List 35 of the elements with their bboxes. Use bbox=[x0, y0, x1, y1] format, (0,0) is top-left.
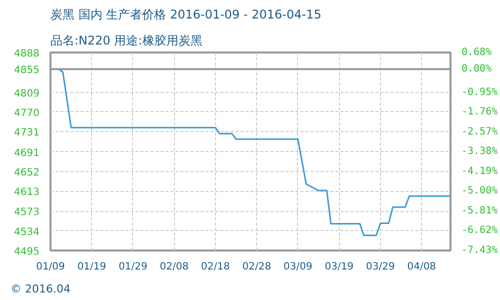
x-tick-label: 02/28 bbox=[242, 262, 272, 272]
chart-subtitle: 品名:N220 用途:橡胶用炭黑 bbox=[50, 34, 202, 48]
ref-line-label: 4855 bbox=[14, 65, 40, 76]
x-tick-label: 01/19 bbox=[77, 262, 106, 272]
y2-tick-label: 0.68% bbox=[462, 47, 492, 58]
y2-tick-label: -7.43% bbox=[462, 245, 498, 256]
x-tick-label: 02/18 bbox=[201, 262, 230, 272]
x-tick-label: 03/09 bbox=[284, 262, 312, 272]
y-tick-label: 4534 bbox=[14, 226, 40, 238]
x-tick-label: 03/19 bbox=[324, 262, 354, 272]
y2-tick-label: -2.57% bbox=[462, 126, 498, 138]
y2-tick-label: -0.95% bbox=[462, 86, 498, 98]
y-tick-label: 4573 bbox=[14, 207, 40, 218]
y-tick-label: 4888 bbox=[14, 48, 40, 60]
x-tick-label: 03/29 bbox=[366, 262, 395, 272]
x-tick-label: 01/09 bbox=[36, 262, 65, 272]
y2-tick-label: -5.81% bbox=[462, 205, 498, 216]
x-tick-label: 02/08 bbox=[160, 262, 189, 272]
y-tick-label: 4809 bbox=[14, 88, 40, 100]
x-tick-label: 04/08 bbox=[407, 262, 436, 272]
y2-tick-label: -5.00% bbox=[462, 186, 498, 197]
y-tick-label: 4691 bbox=[14, 148, 40, 159]
y-tick-label: 4731 bbox=[14, 128, 40, 139]
y-tick-label: 4495 bbox=[14, 246, 40, 258]
y2-tick-label: 0.00% bbox=[462, 64, 492, 75]
y-tick-label: 4770 bbox=[14, 108, 40, 119]
y-tick-label: 4613 bbox=[14, 187, 40, 198]
x-tick-label: 01/29 bbox=[118, 262, 148, 272]
y-tick-label: 4652 bbox=[14, 167, 40, 178]
y2-tick-label: -1.76% bbox=[462, 106, 498, 118]
y2-tick-label: -3.38% bbox=[462, 146, 498, 158]
chart-title: 炭黑 国内 生产者价格 2016-01-09 - 2016-04-15 bbox=[50, 8, 322, 22]
y2-tick-label: -4.19% bbox=[462, 166, 498, 177]
text: © 2016.04 bbox=[10, 282, 70, 296]
y2-tick-label: -6.62% bbox=[462, 225, 498, 236]
